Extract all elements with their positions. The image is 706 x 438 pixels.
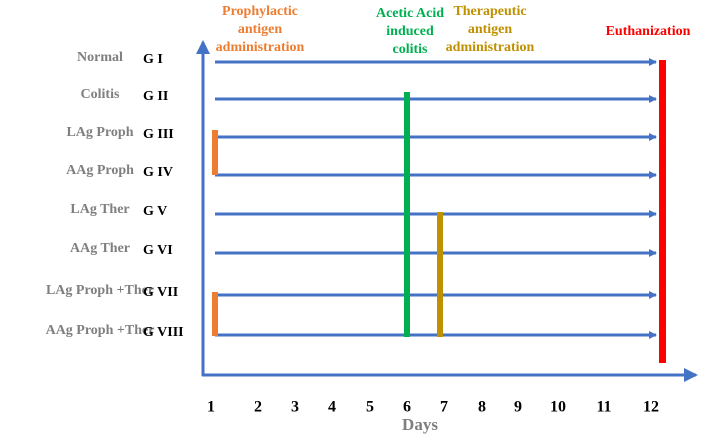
group-id: G III xyxy=(143,127,174,142)
group-name: LAg Proph xyxy=(66,125,133,140)
day-label: 3 xyxy=(291,399,299,416)
phase-label: Acetic Acid xyxy=(376,6,444,21)
group-name: Normal xyxy=(77,50,123,65)
group-id: G V xyxy=(143,204,167,219)
phase-label: administration xyxy=(446,40,535,55)
phase-label: antigen xyxy=(468,22,513,37)
group-id: G II xyxy=(143,89,168,104)
group-id: G VII xyxy=(143,285,178,300)
phase-label: induced xyxy=(386,24,434,39)
group-id: G IV xyxy=(143,165,173,180)
day-label: 2 xyxy=(254,399,262,416)
group-id: G VI xyxy=(143,243,173,258)
axes xyxy=(196,40,698,382)
group-name: AAg Proph xyxy=(66,163,134,178)
phase-label: colitis xyxy=(393,42,429,57)
day-label: 1 xyxy=(207,399,215,416)
prophylactic-bar xyxy=(212,292,218,336)
therapeutic-bar xyxy=(437,212,443,337)
euthanization-bar xyxy=(659,60,666,363)
day-label: 6 xyxy=(403,399,411,416)
phase-label: Therapeutic xyxy=(453,4,526,19)
group-name: AAg Proph +Ther xyxy=(46,323,155,338)
day-label: 4 xyxy=(328,399,336,416)
phase-bars xyxy=(212,60,666,363)
day-label: 10 xyxy=(550,399,566,416)
day-label: 12 xyxy=(643,399,659,416)
group-id: G I xyxy=(143,52,163,67)
day-label: 9 xyxy=(514,399,522,416)
day-label: 7 xyxy=(440,399,448,416)
group-name: Colitis xyxy=(81,87,120,102)
day-label: 8 xyxy=(478,399,486,416)
prophylactic-bar xyxy=(212,130,218,175)
group-id: G VIII xyxy=(143,325,184,340)
phase-label: Prophylactic xyxy=(222,4,298,19)
group-name: AAg Ther xyxy=(70,241,130,256)
phase-label: antigen xyxy=(238,22,283,37)
day-label: 5 xyxy=(366,399,374,416)
x-axis-label: Days xyxy=(402,415,438,434)
group-name: LAg Ther xyxy=(70,202,129,217)
phase-label: Euthanization xyxy=(606,24,691,39)
day-label: 11 xyxy=(596,399,611,416)
group-name: LAg Proph +Ther xyxy=(46,283,154,298)
phase-label: administration xyxy=(216,40,305,55)
colitis-bar xyxy=(404,92,410,337)
